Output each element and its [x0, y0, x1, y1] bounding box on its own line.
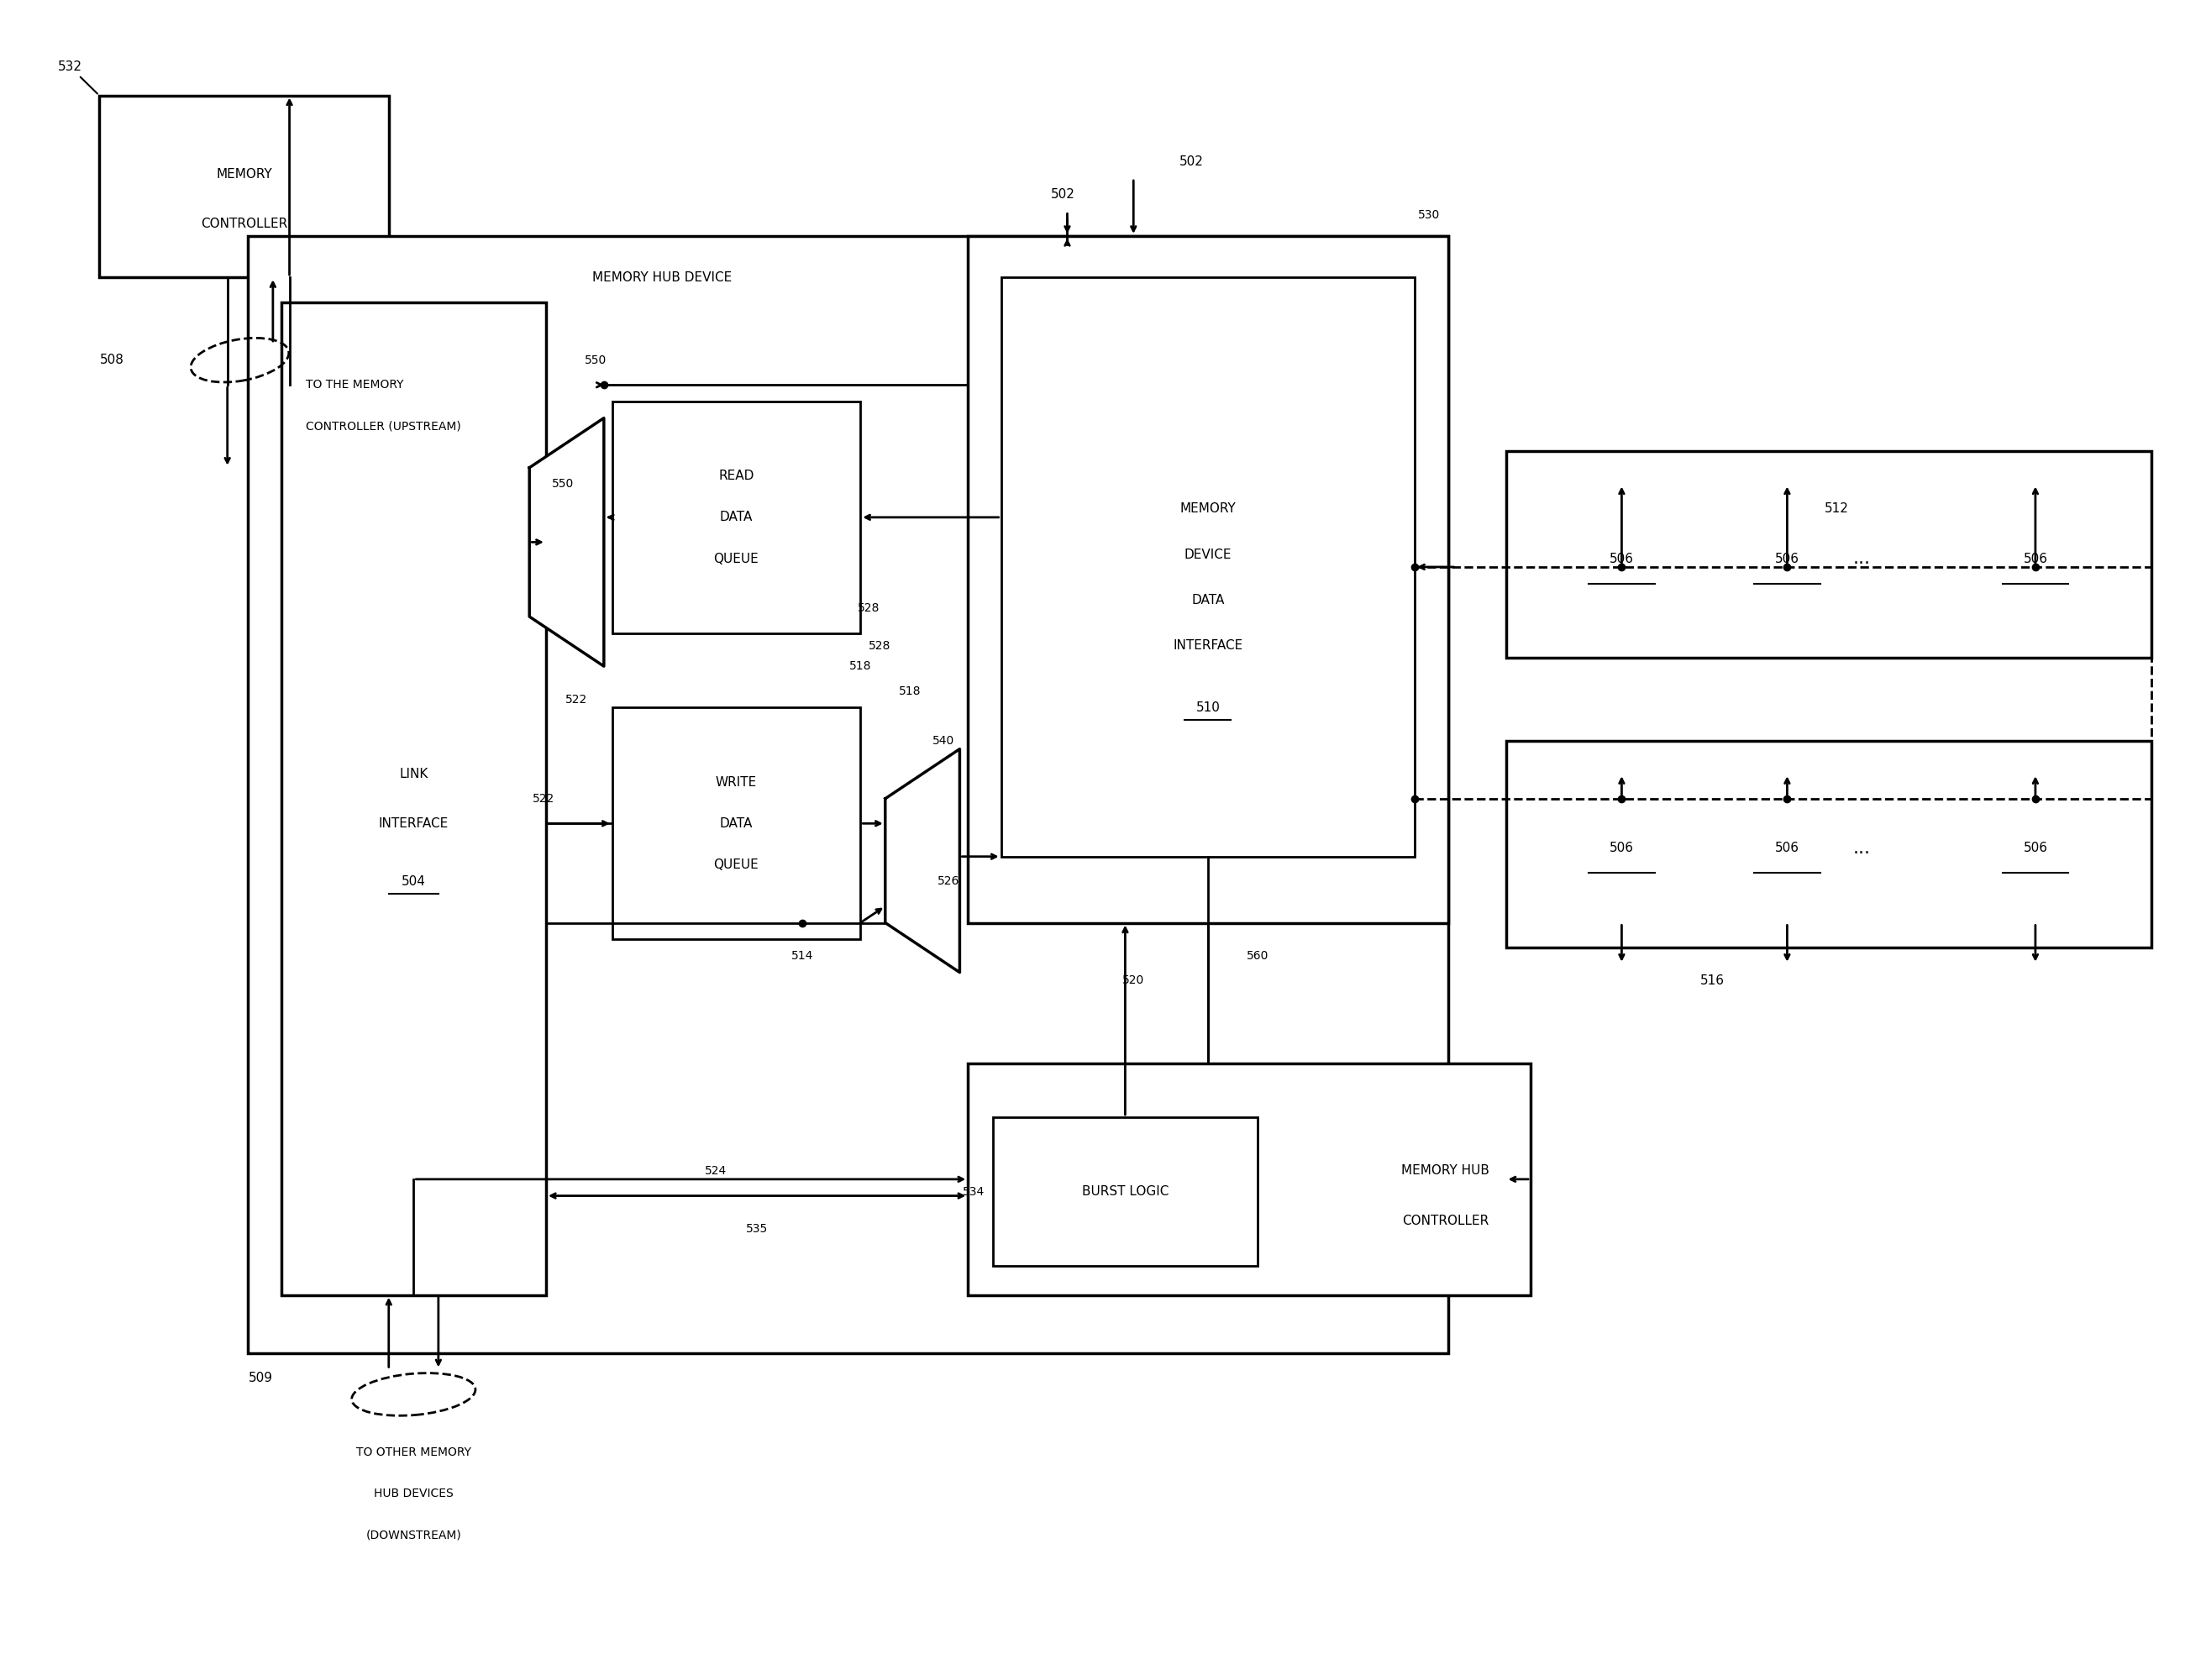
Text: 516: 516	[1700, 974, 1724, 986]
FancyBboxPatch shape	[968, 1063, 1532, 1295]
Text: 506: 506	[1774, 842, 1798, 855]
Text: DATA: DATA	[719, 816, 754, 830]
Text: DEVICE: DEVICE	[1184, 548, 1232, 561]
Text: MEMORY: MEMORY	[216, 168, 271, 180]
Text: DATA: DATA	[1191, 593, 1224, 606]
Text: (DOWNSTREAM): (DOWNSTREAM)	[365, 1529, 461, 1541]
Text: 518: 518	[850, 660, 872, 672]
Text: 502: 502	[1051, 188, 1075, 202]
Text: TO OTHER MEMORY: TO OTHER MEMORY	[356, 1446, 472, 1458]
FancyBboxPatch shape	[1960, 774, 2111, 922]
Text: 506: 506	[1610, 842, 1634, 855]
FancyBboxPatch shape	[612, 402, 861, 633]
Text: CONTROLLER: CONTROLLER	[201, 217, 286, 230]
FancyBboxPatch shape	[612, 707, 861, 939]
FancyBboxPatch shape	[1547, 484, 1696, 633]
Text: 550: 550	[586, 354, 607, 366]
Text: READ: READ	[719, 470, 754, 482]
Text: ...: ...	[1853, 551, 1870, 568]
Text: 526: 526	[937, 875, 959, 887]
Text: INTERFACE: INTERFACE	[378, 816, 448, 830]
Polygon shape	[529, 418, 603, 667]
FancyBboxPatch shape	[992, 1117, 1259, 1267]
Text: 506: 506	[2023, 553, 2047, 564]
Text: QUEUE: QUEUE	[714, 858, 758, 872]
Text: 502: 502	[1180, 155, 1204, 168]
FancyBboxPatch shape	[98, 96, 389, 277]
FancyBboxPatch shape	[282, 302, 546, 1295]
Text: MEMORY: MEMORY	[1180, 502, 1237, 516]
Text: HUB DEVICES: HUB DEVICES	[374, 1488, 452, 1500]
FancyBboxPatch shape	[249, 235, 1449, 1352]
Text: 520: 520	[1123, 974, 1145, 986]
Text: 532: 532	[57, 60, 98, 94]
Text: 560: 560	[1245, 949, 1269, 961]
Text: 506: 506	[2023, 842, 2047, 855]
Text: ...: ...	[1853, 840, 1870, 857]
Text: 530: 530	[1418, 210, 1440, 222]
FancyBboxPatch shape	[1001, 277, 1416, 857]
Text: CONTROLLER: CONTROLLER	[1403, 1215, 1490, 1226]
Text: DATA: DATA	[719, 511, 754, 524]
Text: 535: 535	[745, 1223, 767, 1235]
Text: 508: 508	[101, 354, 125, 366]
Text: 509: 509	[249, 1371, 273, 1384]
Text: 518: 518	[898, 685, 922, 697]
Text: LINK: LINK	[400, 768, 428, 780]
FancyBboxPatch shape	[1505, 452, 2152, 659]
Text: 534: 534	[961, 1186, 985, 1198]
FancyBboxPatch shape	[1713, 774, 1862, 922]
FancyBboxPatch shape	[968, 235, 1449, 922]
Text: 528: 528	[870, 640, 891, 652]
Text: 510: 510	[1195, 701, 1219, 714]
FancyBboxPatch shape	[1960, 484, 2111, 633]
Text: MEMORY HUB: MEMORY HUB	[1401, 1164, 1490, 1178]
Text: 528: 528	[857, 603, 881, 615]
Text: BURST LOGIC: BURST LOGIC	[1082, 1186, 1169, 1198]
FancyBboxPatch shape	[1713, 484, 1862, 633]
Text: INTERFACE: INTERFACE	[1173, 640, 1243, 652]
Text: 524: 524	[704, 1166, 728, 1178]
FancyBboxPatch shape	[1505, 741, 2152, 948]
Text: CONTROLLER (UPSTREAM): CONTROLLER (UPSTREAM)	[306, 420, 461, 432]
Text: 506: 506	[1610, 553, 1634, 564]
Text: WRITE: WRITE	[717, 776, 756, 788]
Text: 514: 514	[791, 949, 813, 961]
Text: QUEUE: QUEUE	[714, 553, 758, 564]
Text: TO THE MEMORY: TO THE MEMORY	[306, 380, 404, 391]
Text: 550: 550	[551, 479, 572, 491]
Text: 522: 522	[566, 694, 588, 706]
Text: 506: 506	[1774, 553, 1798, 564]
Text: 522: 522	[533, 793, 555, 805]
Text: 540: 540	[933, 734, 955, 746]
Polygon shape	[885, 749, 959, 973]
FancyBboxPatch shape	[1547, 774, 1696, 922]
Text: 504: 504	[402, 875, 426, 887]
Text: MEMORY HUB DEVICE: MEMORY HUB DEVICE	[592, 270, 732, 284]
Text: 512: 512	[1824, 502, 1849, 516]
